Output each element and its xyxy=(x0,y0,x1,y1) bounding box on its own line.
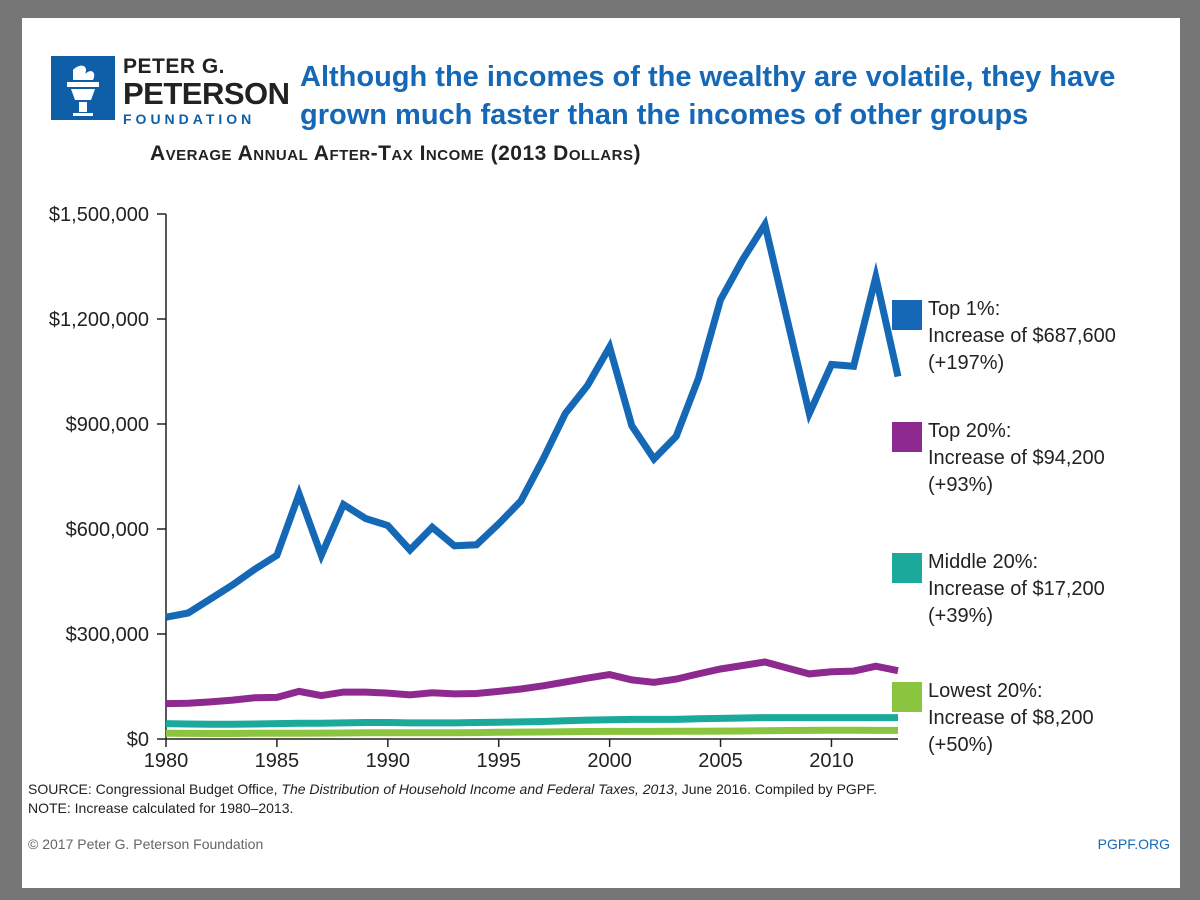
x-tick-label: 1980 xyxy=(144,750,189,772)
legend-increase-top1: Increase of $687,600 xyxy=(928,325,1116,347)
series-line-middle20 xyxy=(165,714,898,728)
source-suffix: , June 2016. Compiled by PGPF. xyxy=(673,781,878,797)
peterson-foundation-logo: PETER G. PETERSON FOUNDATION xyxy=(51,56,290,126)
legend-name-top1: Top 1%: xyxy=(928,298,1001,320)
series-line-lowest20 xyxy=(165,726,898,737)
y-tick-label: $300,000 xyxy=(66,624,149,646)
legend-swatch-top20 xyxy=(892,422,922,452)
y-tick-label: $600,000 xyxy=(66,519,149,541)
website-link[interactable]: PGPF.ORG xyxy=(1097,836,1170,852)
legend-pct-middle20: (+39%) xyxy=(928,605,994,627)
chart-title: Average Annual After-Tax Income (2013 Do… xyxy=(150,142,641,165)
y-tick-label: $0 xyxy=(127,729,149,751)
x-tick-label: 2005 xyxy=(698,750,743,772)
x-tick-label: 1985 xyxy=(255,750,300,772)
chart-card: PETER G. PETERSON FOUNDATION Although th… xyxy=(22,18,1180,888)
source-prefix: SOURCE: Congressional Budget Office, xyxy=(28,781,282,797)
logo-line-2: PETERSON xyxy=(123,76,290,111)
y-tick-label: $900,000 xyxy=(66,414,149,436)
logo-line-1: PETER G. xyxy=(123,55,226,78)
note-line: NOTE: Increase calculated for 1980–2013. xyxy=(28,800,294,816)
source-line: SOURCE: Congressional Budget Office, The… xyxy=(28,780,877,799)
legend-name-middle20: Middle 20%: xyxy=(928,551,1039,573)
legend-pct-top20: (+93%) xyxy=(928,474,994,496)
source-title: The Distribution of Household Income and… xyxy=(281,781,674,797)
source-note: SOURCE: Congressional Budget Office, The… xyxy=(28,780,877,818)
y-tick-label: $1,200,000 xyxy=(49,309,149,331)
x-tick-label: 2000 xyxy=(587,750,632,772)
legend-name-lowest20: Lowest 20%: xyxy=(928,680,1043,702)
legend-swatch-lowest20 xyxy=(892,682,922,712)
logo-line-3: FOUNDATION xyxy=(123,111,256,127)
legend-pct-top1: (+197%) xyxy=(928,352,1005,374)
headline: Although the incomes of the wealthy are … xyxy=(300,61,1116,131)
torch-logo-icon xyxy=(51,56,115,120)
legend-pct-lowest20: (+50%) xyxy=(928,734,994,756)
x-tick-label: 2010 xyxy=(809,750,854,772)
series-line-top20 xyxy=(165,658,899,708)
legend-name-top20: Top 20%: xyxy=(928,420,1012,442)
legend-increase-middle20: Increase of $17,200 xyxy=(928,578,1105,600)
copyright: © 2017 Peter G. Peterson Foundation xyxy=(28,836,264,852)
series-line-top1 xyxy=(165,215,902,621)
legend-increase-lowest20: Increase of $8,200 xyxy=(928,707,1094,729)
y-tick-label: $1,500,000 xyxy=(49,204,149,226)
x-tick-label: 1995 xyxy=(476,750,521,772)
legend-increase-top20: Increase of $94,200 xyxy=(928,447,1105,469)
legend-swatch-middle20 xyxy=(892,553,922,583)
logo-wordmark: PETER G. PETERSON FOUNDATION xyxy=(123,56,290,126)
legend-swatch-top1 xyxy=(892,300,922,330)
x-tick-label: 1990 xyxy=(366,750,411,772)
